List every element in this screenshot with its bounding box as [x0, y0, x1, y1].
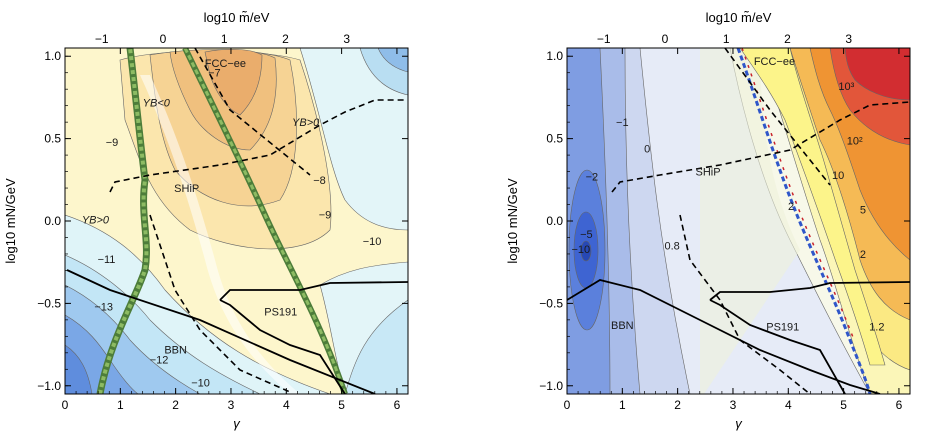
right-y-tick-label: −1.0: [539, 379, 563, 393]
right-contour-label: −10: [571, 244, 590, 256]
right-top-tick-label: 2: [784, 32, 791, 46]
left-contour-label: −10: [363, 236, 382, 248]
fcc-ee-curve: [194, 48, 311, 176]
left-x-tick-label: 0: [62, 398, 69, 412]
left-y-axis-title: log10 mN/GeV: [3, 178, 18, 264]
left-contour-label: −11: [98, 254, 116, 266]
bbn-curve: [66, 269, 376, 394]
right-top-tick-label: 3: [845, 32, 852, 46]
right-contour-label: 2: [788, 201, 794, 213]
left-top-axis-title: log10 m̃/eV: [204, 10, 270, 25]
fcc-ee-curve-right: [724, 48, 831, 186]
right-contour-label: 1.2: [869, 321, 884, 333]
left-contour-label: −9: [319, 209, 332, 221]
left-region-label: SHiP: [174, 183, 199, 195]
left-region-label: FCC−ee: [205, 58, 246, 70]
left-x-tick-label: 2: [172, 398, 179, 412]
right-contour-label: 10³: [838, 81, 854, 93]
right-contour-label: 2: [860, 249, 866, 261]
right-region-label: SHiP: [696, 167, 721, 179]
ps191-curve-upper-right: [709, 281, 910, 301]
left-y-tick-label: 0.0: [44, 214, 61, 228]
left-constraint-curves: [66, 48, 408, 394]
right-x-tick-label: 0: [564, 398, 571, 412]
right-constraint-curves: [567, 48, 910, 394]
right-contour-label: −5: [580, 229, 593, 241]
bbn-curve-right: [567, 279, 881, 394]
left-contour-label: −8: [313, 175, 326, 187]
ship-curve: [109, 99, 408, 193]
right-y-tick-label: 0.0: [546, 214, 563, 228]
right-region-label: FCC−ee: [754, 56, 795, 68]
left-top-tick-label: −1: [95, 32, 109, 46]
left-top-tick-label: 1: [221, 32, 228, 46]
left-top-tick-label: 2: [282, 32, 289, 46]
left-region-label: YB<0: [143, 97, 171, 109]
left-region-label: YB>0: [292, 117, 320, 129]
ps191-curve-lower-right: [709, 299, 846, 394]
ps191-curve-lower: [219, 299, 346, 394]
right-contour-label: −1: [616, 117, 629, 129]
left-region-label: BBN: [164, 345, 187, 357]
right-top-tick-label: 1: [723, 32, 730, 46]
right-y-tick-label: −0.5: [539, 296, 563, 310]
right-top-tick-label: 0: [662, 32, 669, 46]
right-y-tick-label: 1.0: [546, 49, 563, 63]
left-y-tick-label: 0.5: [44, 132, 61, 146]
right-x-tick-label: 6: [896, 398, 903, 412]
right-y-tick-label: 0.5: [546, 132, 563, 146]
right-region-label: BBN: [611, 320, 634, 332]
right-contour-label: 10: [832, 170, 844, 182]
ship-curve-right: [611, 101, 910, 193]
left-y-tick-label: −1.0: [37, 379, 61, 393]
right-region-label: PS191: [766, 321, 799, 333]
left-x-tick-label: 6: [394, 398, 401, 412]
left-y-tick-label: 1.0: [44, 49, 61, 63]
right-contour-fill: [567, 48, 910, 394]
right-y-axis-title: log10 mN/GeV: [505, 178, 520, 264]
left-region-label: YB>0: [82, 214, 110, 226]
right-x-tick-label: 5: [840, 398, 847, 412]
right-x-axis-title: γ: [735, 416, 743, 431]
left-x-tick-label: 5: [338, 398, 345, 412]
right-x-tick-label: 1: [619, 398, 626, 412]
right-contour-label: 0: [644, 144, 650, 156]
right-x-tick-label: 2: [674, 398, 681, 412]
left-contour-fill: [65, 48, 408, 394]
left-x-tick-label: 4: [283, 398, 290, 412]
left-annotations: −7 −8 −9 −9 −10 −11 −12 −13 −10 FCC−ee YB<0 YB>0 YB>…: [82, 58, 382, 390]
ship-lower-curve: [149, 214, 291, 393]
left-x-tick-label: 1: [117, 398, 124, 412]
left-y-tick-label: −0.5: [37, 296, 61, 310]
left-top-tick-label: 3: [343, 32, 350, 46]
left-x-tick-label: 3: [228, 398, 235, 412]
ps191-curve-upper: [219, 281, 408, 301]
right-contour-label: 5: [860, 204, 866, 216]
left-sign-bands: [96, 48, 348, 394]
right-x-tick-label: 4: [785, 398, 792, 412]
left-contour-label: −12: [150, 354, 169, 366]
right-top-tick-label: −1: [597, 32, 611, 46]
left-x-axis-title: γ: [233, 416, 241, 431]
left-region-label: PS191: [264, 307, 297, 319]
left-contour-label: −10: [191, 377, 210, 389]
left-top-tick-label: 0: [160, 32, 167, 46]
left-contour-label: −7: [208, 68, 221, 80]
right-contour-label: −2: [586, 172, 599, 184]
right-contour-label: 0.8: [664, 241, 679, 253]
left-contour-label: −13: [94, 302, 113, 314]
right-top-axis-title: log10 m̃/eV: [706, 10, 772, 25]
right-contour-label: 10²: [847, 135, 863, 147]
right-x-tick-label: 3: [730, 398, 737, 412]
left-contour-label: −9: [106, 137, 119, 149]
